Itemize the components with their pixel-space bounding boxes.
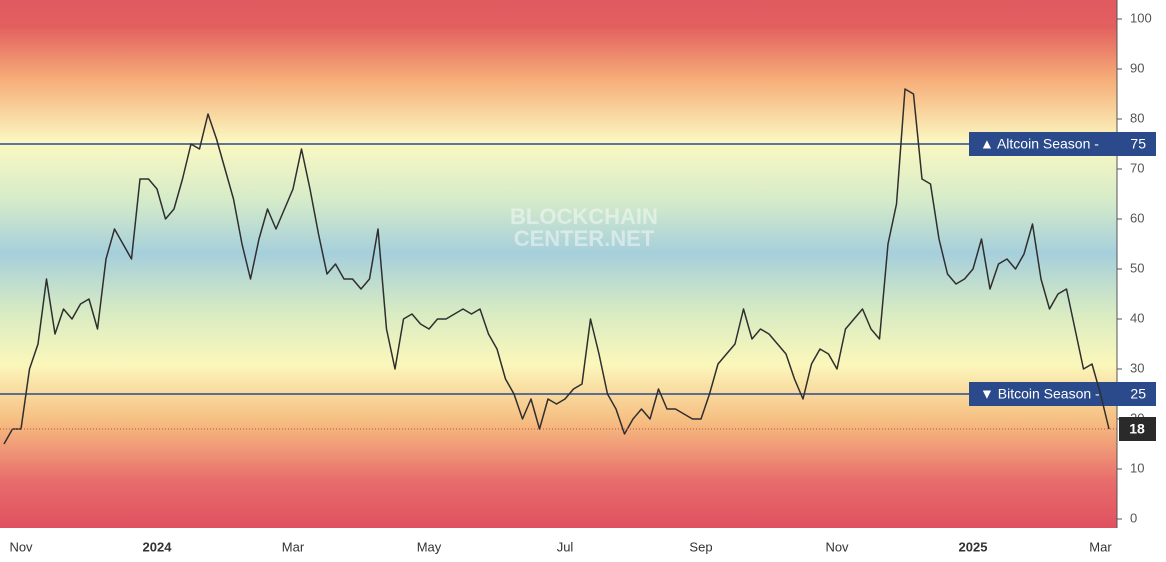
y-tick-label: 10 [1130, 460, 1144, 475]
y-tick-label: 30 [1130, 360, 1144, 375]
watermark: BLOCKCHAIN [510, 204, 658, 229]
y-tick-label: 90 [1130, 60, 1144, 75]
reference-label: ▼ Bitcoin Season - [980, 386, 1100, 402]
y-tick-label: 100 [1130, 10, 1152, 25]
watermark: CENTER.NET [514, 226, 655, 251]
last-value-label: 18 [1129, 421, 1145, 437]
x-tick-label: 2025 [959, 539, 988, 554]
reference-value: 25 [1130, 386, 1146, 402]
x-tick-label: 2024 [143, 539, 173, 554]
reference-label-box [969, 132, 1156, 156]
x-tick-label: Nov [825, 539, 849, 554]
index-line [3, 88, 1110, 445]
x-tick-label: Jul [557, 539, 574, 554]
reference-label-box [969, 382, 1156, 406]
x-tick-label: Nov [9, 539, 33, 554]
x-tick-label: May [417, 539, 442, 554]
y-tick-label: 60 [1130, 210, 1144, 225]
x-tick-label: Sep [689, 539, 712, 554]
x-tick-label: Mar [1089, 539, 1112, 554]
y-tick-label: 80 [1130, 110, 1144, 125]
last-value-box [1119, 417, 1156, 441]
reference-label: ▲ Altcoin Season - [980, 136, 1099, 152]
y-tick-label: 0 [1130, 510, 1137, 525]
reference-value: 75 [1130, 136, 1146, 152]
y-tick-label: 50 [1130, 260, 1144, 275]
y-tick-label: 40 [1130, 310, 1144, 325]
x-tick-label: Mar [282, 539, 305, 554]
plot-background [0, 0, 1117, 528]
y-tick-label: 70 [1130, 160, 1144, 175]
